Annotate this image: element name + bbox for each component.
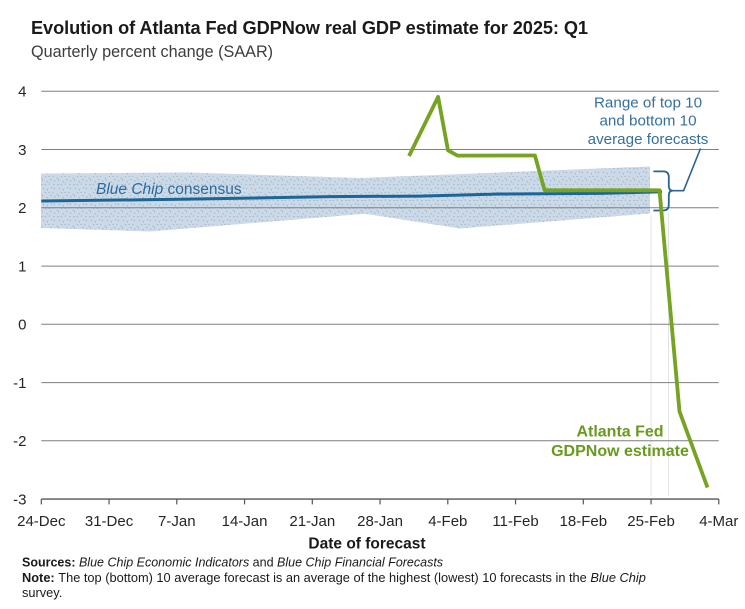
svg-text:1: 1 <box>18 258 26 275</box>
svg-text:31-Dec: 31-Dec <box>85 513 134 530</box>
svg-text:Date of forecast: Date of forecast <box>308 536 425 553</box>
svg-text:Note: The top (bottom) 10 aver: Note: The top (bottom) 10 average foreca… <box>22 570 646 585</box>
svg-text:7-Jan: 7-Jan <box>158 513 196 530</box>
svg-text:2: 2 <box>18 200 26 217</box>
svg-text:GDPNow estimate: GDPNow estimate <box>551 443 689 460</box>
svg-text:25-Feb: 25-Feb <box>627 513 675 530</box>
svg-text:21-Jan: 21-Jan <box>289 513 335 530</box>
svg-text:Atlanta Fed: Atlanta Fed <box>576 424 663 441</box>
svg-text:Sources: Blue Chip Economic In: Sources: Blue Chip Economic Indicators a… <box>22 556 443 570</box>
svg-text:average forecasts: average forecasts <box>588 131 709 148</box>
svg-text:3: 3 <box>18 142 26 159</box>
svg-text:4-Feb: 4-Feb <box>428 513 467 530</box>
svg-text:11-Feb: 11-Feb <box>492 513 538 530</box>
svg-text:14-Jan: 14-Jan <box>222 513 268 530</box>
svg-text:and bottom 10: and bottom 10 <box>599 113 696 130</box>
svg-text:Quarterly percent change (SAAR: Quarterly percent change (SAAR) <box>31 43 273 61</box>
svg-text:0: 0 <box>18 317 26 334</box>
svg-text:4: 4 <box>18 84 26 101</box>
svg-text:Range of top 10: Range of top 10 <box>594 95 702 112</box>
svg-text:-3: -3 <box>13 491 26 508</box>
svg-text:18-Feb: 18-Feb <box>560 513 608 530</box>
svg-text:survey.: survey. <box>22 585 62 600</box>
svg-text:-1: -1 <box>13 375 26 392</box>
svg-text:-2: -2 <box>13 433 26 450</box>
svg-text:28-Jan: 28-Jan <box>357 513 403 530</box>
svg-text:24-Dec: 24-Dec <box>17 513 66 530</box>
svg-text:Evolution of Atlanta Fed GDPNo: Evolution of Atlanta Fed GDPNow real GDP… <box>31 18 588 38</box>
svg-text:Blue Chip consensus: Blue Chip consensus <box>96 181 242 198</box>
svg-text:4-Mar: 4-Mar <box>699 513 738 530</box>
